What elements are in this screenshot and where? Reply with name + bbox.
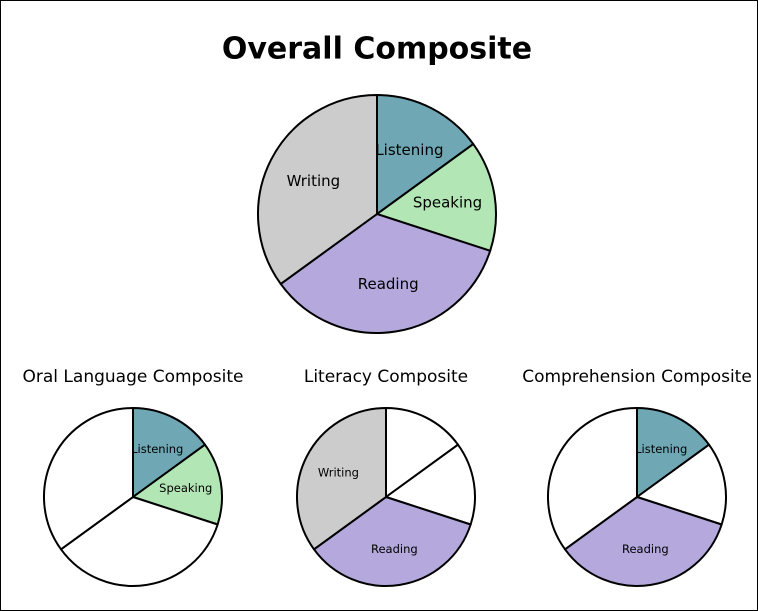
slice-label: Writing — [318, 465, 359, 479]
pie-slice — [43, 407, 134, 551]
pie-slice — [563, 496, 723, 587]
slice-label: Reading — [358, 275, 419, 293]
slice-label: Reading — [622, 542, 669, 556]
pie-slice — [385, 443, 476, 526]
chart-title: Overall Composite — [222, 32, 532, 67]
pie-slice — [279, 213, 492, 334]
pie-slice — [296, 407, 387, 551]
slice-label: Speaking — [159, 481, 212, 495]
pie-slice — [132, 407, 207, 498]
slice-label: Listening — [635, 442, 687, 456]
chart-title: Oral Language Composite — [23, 367, 244, 387]
pie-slice — [312, 496, 472, 587]
chart-title: Comprehension Composite — [522, 367, 752, 387]
slice-label: Reading — [371, 542, 418, 556]
pie-slice — [636, 407, 711, 498]
slice-label: Speaking — [413, 193, 482, 211]
pie-slice — [132, 443, 223, 526]
pie-slice — [59, 496, 219, 587]
pie-slice — [385, 407, 460, 498]
pie-slice — [257, 94, 378, 285]
slice-label: Listening — [375, 141, 443, 159]
slice-label: Listening — [131, 442, 183, 456]
pie-slice — [636, 443, 727, 526]
pie-slice — [376, 94, 475, 215]
pie-slice — [547, 407, 638, 551]
pie-slice — [376, 143, 497, 252]
slice-label: Writing — [287, 172, 341, 190]
chart-title: Literacy Composite — [304, 367, 468, 387]
